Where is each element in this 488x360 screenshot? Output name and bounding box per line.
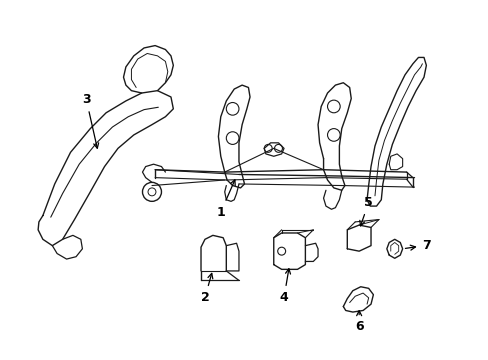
Text: 1: 1 bbox=[216, 180, 235, 219]
Text: 3: 3 bbox=[82, 93, 99, 148]
Text: 5: 5 bbox=[359, 196, 372, 226]
Text: 4: 4 bbox=[279, 269, 290, 304]
Text: 2: 2 bbox=[200, 273, 212, 304]
Text: 6: 6 bbox=[354, 311, 363, 333]
Text: 7: 7 bbox=[405, 239, 430, 252]
